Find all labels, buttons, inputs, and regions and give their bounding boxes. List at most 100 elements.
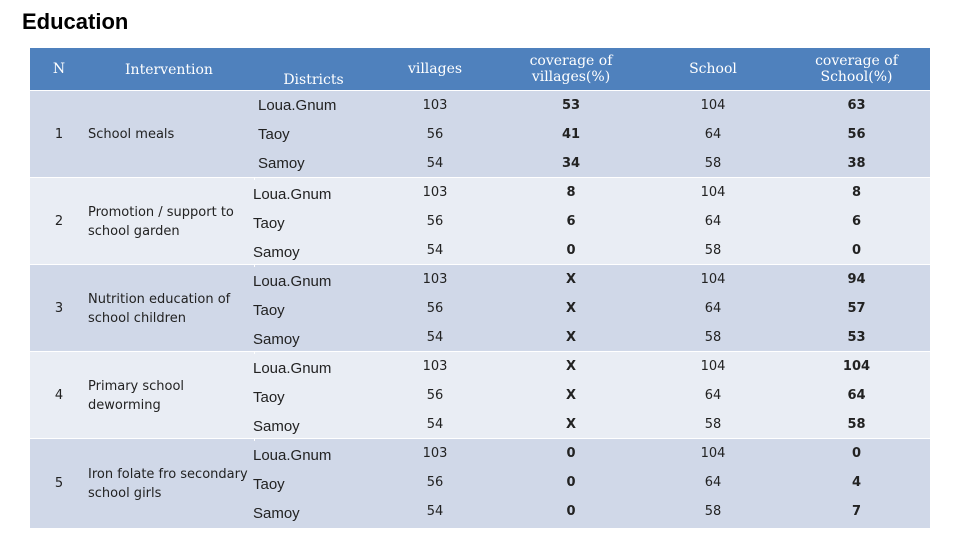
villages-cell: 54 bbox=[426, 504, 444, 519]
villages-cell: 103 bbox=[422, 272, 448, 287]
school-cell: 58 bbox=[704, 330, 722, 345]
villages-cell: 56 bbox=[426, 301, 444, 316]
district-cell: Loua.Gnum bbox=[258, 97, 337, 114]
school-cell: 64 bbox=[704, 301, 722, 316]
intervention-cell: School meals bbox=[88, 91, 258, 178]
cov-school-cell: 0 bbox=[851, 243, 862, 258]
district-cell: Loua.Gnum bbox=[253, 273, 332, 290]
header-coverage-villages-line2: villages(%) bbox=[531, 69, 611, 85]
header-coverage-school: coverage of School(%) bbox=[783, 48, 930, 90]
intervention-cell: Primary school deworming bbox=[88, 352, 258, 439]
cov-school-cell: 94 bbox=[847, 272, 866, 287]
header-school: School bbox=[689, 61, 737, 77]
intervention-line: school garden bbox=[88, 223, 180, 239]
school-cell: 64 bbox=[704, 127, 722, 142]
header-coverage-school-line2: School(%) bbox=[820, 69, 893, 85]
cov-school-cell: 63 bbox=[847, 98, 866, 113]
intervention-line: Iron folate fro secondary bbox=[88, 466, 248, 482]
district-cell: Taoy bbox=[253, 302, 285, 319]
row-number: 4 bbox=[54, 388, 64, 403]
header-n: N bbox=[52, 61, 66, 77]
villages-cell: 54 bbox=[426, 417, 444, 432]
cov-school-cell: 64 bbox=[847, 388, 866, 403]
row-number: 1 bbox=[54, 127, 64, 142]
header-coverage-school-line1: coverage of bbox=[815, 53, 898, 69]
cov-villages-cell: 0 bbox=[566, 475, 576, 490]
row-number: 2 bbox=[54, 214, 64, 229]
cov-villages-cell: 8 bbox=[566, 185, 576, 200]
villages-cell: 54 bbox=[426, 330, 444, 345]
cov-villages-cell: X bbox=[565, 359, 577, 374]
intervention-line: Primary school bbox=[88, 378, 185, 394]
cov-villages-cell: X bbox=[565, 301, 577, 316]
header-villages: villages bbox=[407, 61, 463, 77]
column-divider bbox=[254, 439, 255, 441]
intervention-cell: Iron folate fro secondary school girls bbox=[88, 439, 258, 528]
district-cell: Taoy bbox=[258, 126, 290, 143]
district-cell: Taoy bbox=[253, 389, 285, 406]
column-divider bbox=[254, 265, 255, 267]
intervention-line: school children bbox=[88, 310, 186, 326]
cov-school-cell: 0 bbox=[851, 446, 862, 461]
district-cell: Samoy bbox=[253, 418, 300, 435]
intervention-cell: Promotion / support to school garden bbox=[88, 178, 258, 265]
intervention-line: Promotion / support to bbox=[88, 204, 234, 220]
intervention-line: Nutrition education of bbox=[88, 291, 231, 307]
villages-cell: 103 bbox=[422, 185, 448, 200]
row-number: 5 bbox=[54, 476, 64, 491]
school-cell: 58 bbox=[704, 156, 722, 171]
column-divider bbox=[254, 178, 255, 180]
cov-villages-cell: X bbox=[565, 272, 577, 287]
school-cell: 64 bbox=[704, 388, 722, 403]
district-cell: Samoy bbox=[253, 505, 300, 522]
cov-school-cell: 4 bbox=[851, 475, 862, 490]
cov-school-cell: 7 bbox=[851, 504, 862, 519]
cov-villages-cell: 0 bbox=[566, 243, 576, 258]
cov-villages-cell: X bbox=[565, 330, 577, 345]
district-cell: Loua.Gnum bbox=[253, 360, 332, 377]
cov-villages-cell: 6 bbox=[566, 214, 576, 229]
cov-school-cell: 53 bbox=[847, 330, 866, 345]
villages-cell: 56 bbox=[426, 475, 444, 490]
cov-school-cell: 104 bbox=[842, 359, 871, 374]
table-group: 3 Nutrition education of school children Lo… bbox=[30, 264, 930, 352]
cov-school-cell: 8 bbox=[851, 185, 862, 200]
cov-villages-cell: 0 bbox=[566, 446, 576, 461]
table-group: 5 Iron folate fro secondary school girls Lo… bbox=[30, 438, 930, 528]
header-intervention: Intervention bbox=[125, 62, 213, 78]
villages-cell: 103 bbox=[422, 359, 448, 374]
district-cell: Loua.Gnum bbox=[253, 186, 332, 203]
header-coverage-villages: coverage of villages(%) bbox=[499, 48, 643, 90]
district-cell: Samoy bbox=[253, 331, 300, 348]
cov-villages-cell: X bbox=[565, 388, 577, 403]
intervention-cell: Nutrition education of school children bbox=[88, 265, 258, 352]
villages-cell: 56 bbox=[426, 214, 444, 229]
cov-villages-cell: 0 bbox=[566, 504, 576, 519]
district-cell: Samoy bbox=[258, 155, 305, 172]
villages-cell: 56 bbox=[426, 127, 444, 142]
header-coverage-villages-line1: coverage of bbox=[529, 53, 613, 69]
school-cell: 58 bbox=[704, 243, 722, 258]
district-cell: Taoy bbox=[253, 476, 285, 493]
table-header: N Intervention Districts villages covera… bbox=[30, 48, 930, 90]
school-cell: 58 bbox=[704, 417, 722, 432]
villages-cell: 103 bbox=[422, 98, 448, 113]
school-cell: 104 bbox=[700, 185, 726, 200]
cov-school-cell: 38 bbox=[847, 156, 866, 171]
table-group: 1 School meals Loua.Gnum 103 53 104 63 Taoy 56 41… bbox=[30, 90, 930, 178]
villages-cell: 56 bbox=[426, 388, 444, 403]
cov-villages-cell: 34 bbox=[561, 156, 581, 171]
table-group: 2 Promotion / support to school garden Loua… bbox=[30, 177, 930, 265]
table-group: 4 Primary school deworming Loua.Gnum 103 X 104… bbox=[30, 351, 930, 439]
district-cell: Taoy bbox=[253, 215, 285, 232]
column-divider bbox=[254, 352, 255, 354]
villages-cell: 54 bbox=[426, 156, 444, 171]
school-cell: 104 bbox=[700, 98, 726, 113]
district-cell: Loua.Gnum bbox=[253, 447, 332, 464]
cov-villages-cell: 53 bbox=[561, 98, 581, 113]
school-cell: 58 bbox=[704, 504, 722, 519]
school-cell: 64 bbox=[704, 214, 722, 229]
intervention-line: deworming bbox=[88, 397, 161, 413]
cov-villages-cell: X bbox=[565, 417, 577, 432]
intervention-line: school girls bbox=[88, 485, 162, 501]
